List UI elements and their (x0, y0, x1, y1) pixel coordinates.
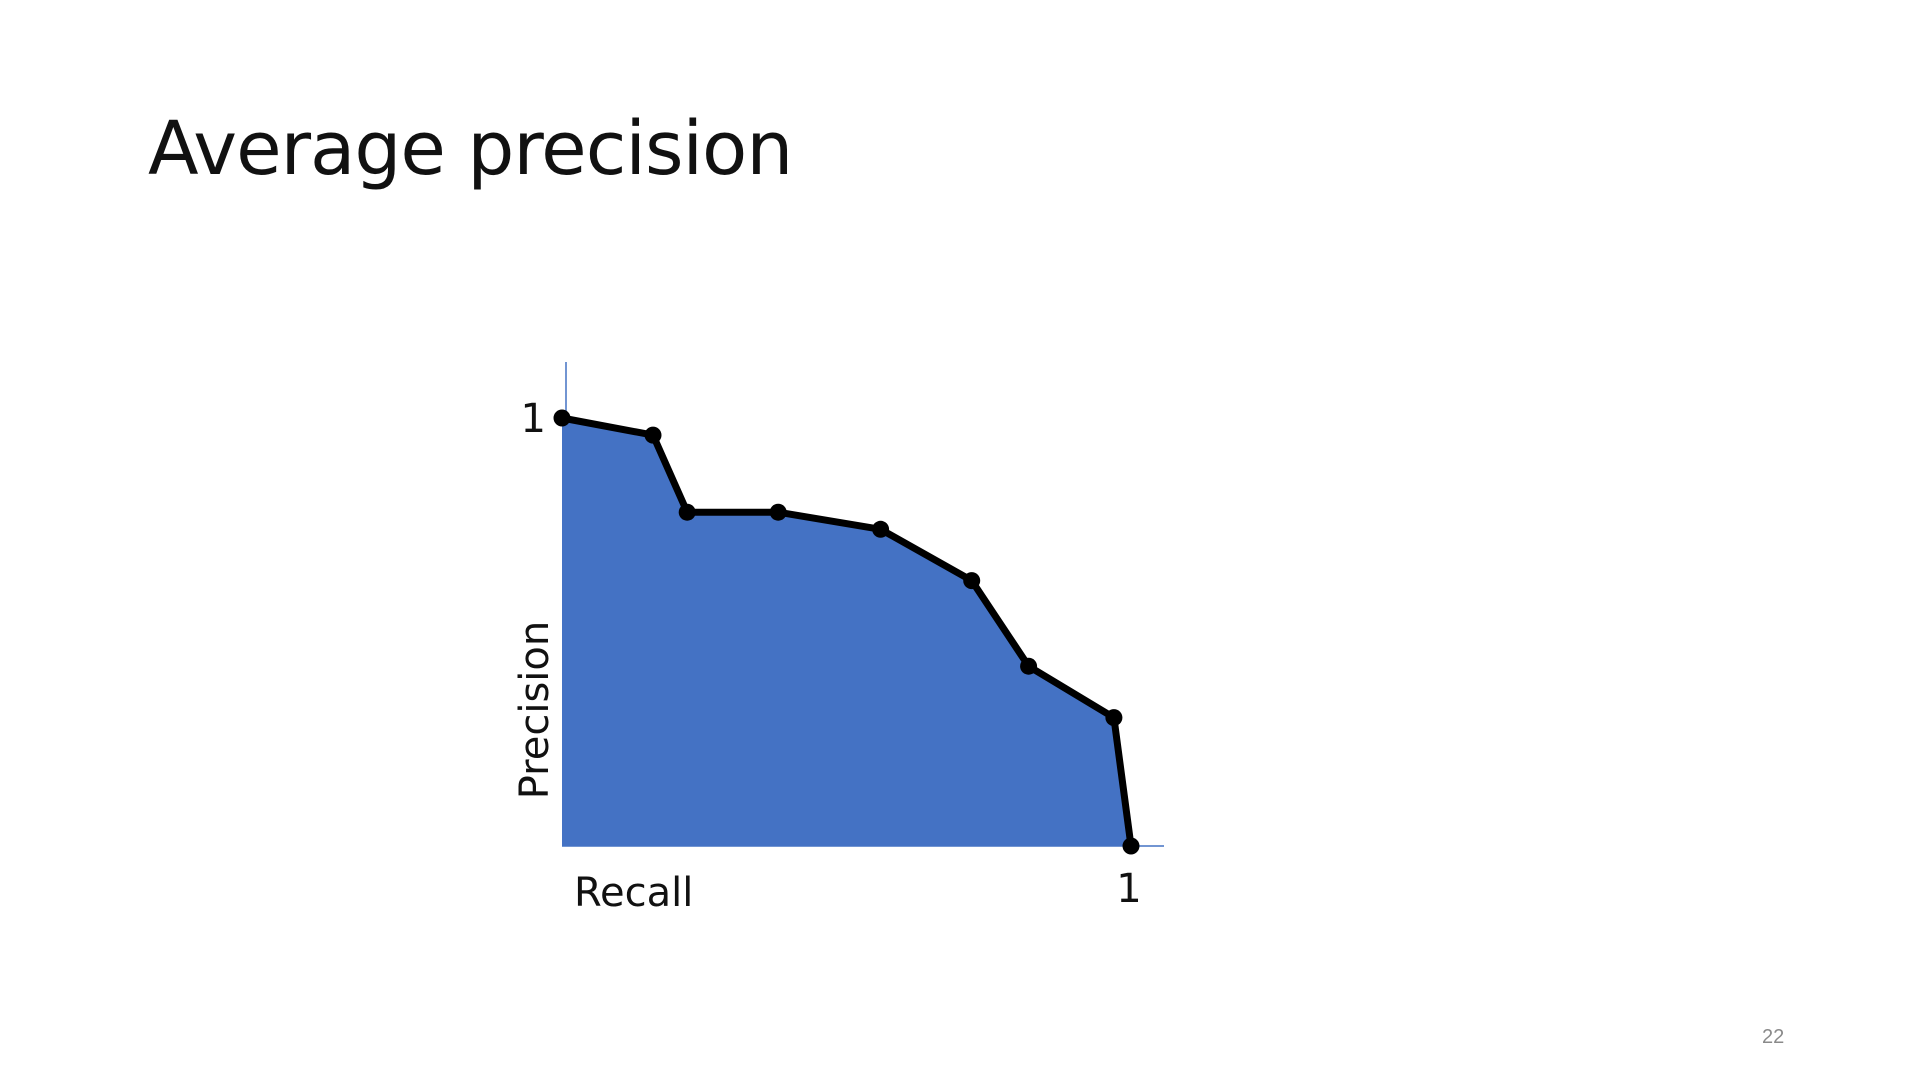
y-tick-label: 1 (521, 396, 546, 442)
x-axis-label: Recall (574, 870, 693, 916)
data-point-6 (963, 572, 981, 590)
data-point-5 (872, 520, 890, 538)
data-point-7 (1020, 657, 1038, 675)
data-point-4 (769, 503, 787, 521)
data-point-1 (553, 409, 571, 427)
y-axis-label: Precision (512, 621, 558, 799)
data-point-8 (1105, 709, 1123, 727)
data-point-9 (1122, 837, 1140, 855)
x-tick-label: 1 (1116, 866, 1141, 912)
slide-title: Average precision (148, 106, 793, 192)
data-point-3 (678, 503, 696, 521)
page-number: 22 (1762, 1026, 1785, 1048)
area-under-curve (562, 418, 1131, 846)
plot-area (553, 362, 1164, 855)
data-point-2 (644, 426, 662, 444)
data-points (553, 409, 1140, 855)
